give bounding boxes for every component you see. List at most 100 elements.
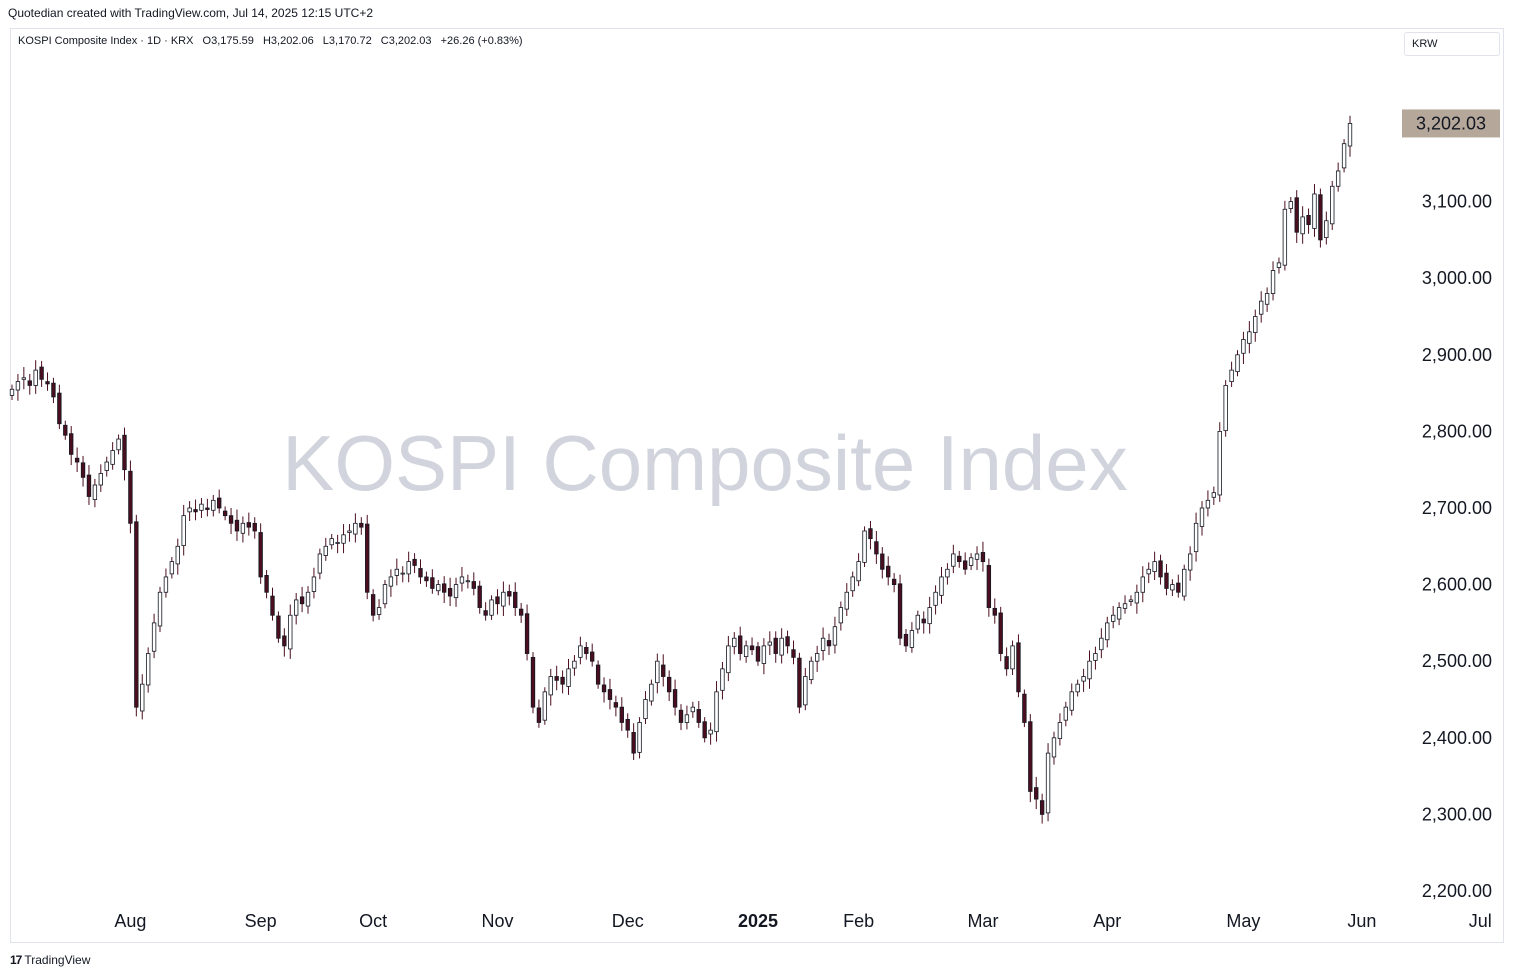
candle-body (252, 522, 257, 532)
candle (382, 580, 388, 609)
candle-body (217, 497, 222, 509)
candle-body (1063, 706, 1068, 721)
candle (163, 568, 169, 598)
price-tick-label: 3,000.00 (1422, 268, 1492, 288)
candle (720, 661, 725, 700)
candle-body (1152, 561, 1157, 572)
candle (666, 670, 672, 702)
candle (353, 513, 358, 543)
candle-body (104, 461, 109, 471)
candle-body (613, 702, 619, 708)
candle (335, 534, 340, 554)
candle-body (1211, 492, 1217, 498)
candle (294, 593, 299, 625)
candle (418, 559, 423, 584)
candle-body (477, 585, 482, 608)
candle (915, 610, 920, 634)
candle-body (276, 615, 281, 639)
candle-body (1300, 216, 1305, 235)
candle-body (963, 560, 968, 570)
currency-button[interactable]: KRW (1404, 32, 1500, 56)
candle (483, 602, 488, 621)
candle (323, 537, 328, 561)
candle (228, 508, 234, 535)
candle (276, 611, 281, 643)
candle-body (157, 591, 163, 627)
candle-body (246, 522, 251, 528)
candle-body (814, 653, 820, 662)
candle-body (767, 641, 772, 646)
candle (1105, 616, 1110, 648)
candle (1045, 743, 1051, 822)
candle-body (1087, 660, 1092, 680)
candle-body (51, 382, 56, 398)
candle-body (637, 722, 642, 753)
candle (1229, 361, 1234, 387)
candle-body (1264, 293, 1270, 305)
candle (199, 498, 204, 518)
candle (578, 636, 583, 665)
candle-body (513, 591, 518, 608)
candle (1259, 291, 1264, 323)
candle-body (1039, 800, 1045, 815)
candle-body (1116, 607, 1122, 620)
candle (317, 548, 323, 580)
candle (1324, 211, 1329, 245)
candle (1069, 683, 1074, 716)
candle (880, 547, 885, 579)
candle (661, 654, 666, 687)
candle (495, 589, 500, 615)
candle (1288, 197, 1293, 214)
candle-body (820, 637, 826, 651)
symbol-name[interactable]: KOSPI Composite Index · 1D · KRX (18, 35, 194, 47)
low-value: L3,170.72 (322, 35, 372, 47)
candle-body (1034, 787, 1039, 800)
candle-body (347, 530, 352, 533)
candle (388, 569, 394, 597)
candle-body (382, 584, 388, 605)
candle (436, 580, 441, 596)
candle (258, 523, 263, 584)
candle (1330, 180, 1335, 230)
candle-body (1146, 568, 1151, 575)
candle (536, 699, 542, 728)
candle-body (578, 645, 583, 658)
candle-body (625, 719, 630, 731)
candle (507, 584, 512, 606)
candle (134, 514, 139, 717)
candle-body (1276, 262, 1282, 268)
candle (755, 642, 761, 666)
candle (477, 580, 482, 614)
candle (820, 627, 826, 661)
candle-body (1081, 676, 1086, 682)
candle-body (1282, 208, 1288, 266)
candle-body (1294, 197, 1299, 233)
candle-body (39, 366, 44, 380)
candle (672, 679, 678, 716)
tradingview-logo[interactable]: 17 TradingView (10, 953, 90, 967)
candle-body (880, 553, 885, 570)
chart-panel[interactable] (10, 28, 1504, 943)
candle (1122, 595, 1128, 614)
candle (767, 631, 772, 656)
candle-body (684, 714, 690, 723)
candle (299, 586, 305, 613)
tradingview-brand: TradingView (24, 953, 91, 967)
candle-body (809, 660, 814, 680)
candle-body (1140, 576, 1145, 593)
candle (649, 679, 654, 706)
candle-body (649, 683, 654, 702)
candle-body (832, 626, 838, 646)
candle (1022, 689, 1027, 728)
time-tick-label: Jul (1469, 911, 1492, 931)
candle-body (655, 660, 660, 684)
tradingview-logo-icon: 17 (10, 953, 22, 967)
candle (459, 566, 465, 592)
candle-body (15, 381, 21, 391)
price-tick-label: 2,600.00 (1422, 575, 1492, 595)
time-tick-label: Dec (612, 911, 644, 931)
candle (1081, 668, 1086, 692)
candle (187, 501, 192, 522)
candle (980, 541, 986, 572)
